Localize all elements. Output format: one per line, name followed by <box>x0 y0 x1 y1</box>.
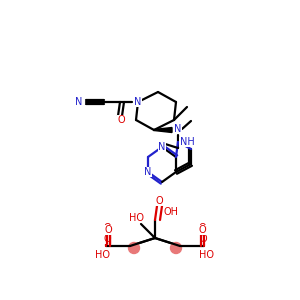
Text: O: O <box>199 234 207 244</box>
Polygon shape <box>154 128 172 133</box>
Text: OH: OH <box>164 207 178 217</box>
Text: O: O <box>104 225 112 235</box>
Text: O: O <box>155 196 163 206</box>
Text: O: O <box>104 225 112 235</box>
Text: HO: HO <box>130 213 145 223</box>
Text: O: O <box>103 234 111 244</box>
Text: HO: HO <box>200 250 214 260</box>
Text: N: N <box>144 167 152 177</box>
Circle shape <box>128 242 140 253</box>
Text: HO: HO <box>95 250 110 260</box>
Text: HO: HO <box>95 250 110 260</box>
Text: N: N <box>75 97 83 107</box>
Circle shape <box>170 242 182 253</box>
Text: N: N <box>134 97 142 107</box>
Text: NH: NH <box>180 137 194 147</box>
Text: O: O <box>104 223 111 233</box>
Text: N: N <box>158 142 166 152</box>
Text: O: O <box>198 225 206 235</box>
Text: O: O <box>199 223 206 233</box>
Text: N: N <box>174 124 182 134</box>
Text: O: O <box>198 225 206 235</box>
Text: O: O <box>117 115 125 125</box>
Text: HO: HO <box>200 250 214 260</box>
